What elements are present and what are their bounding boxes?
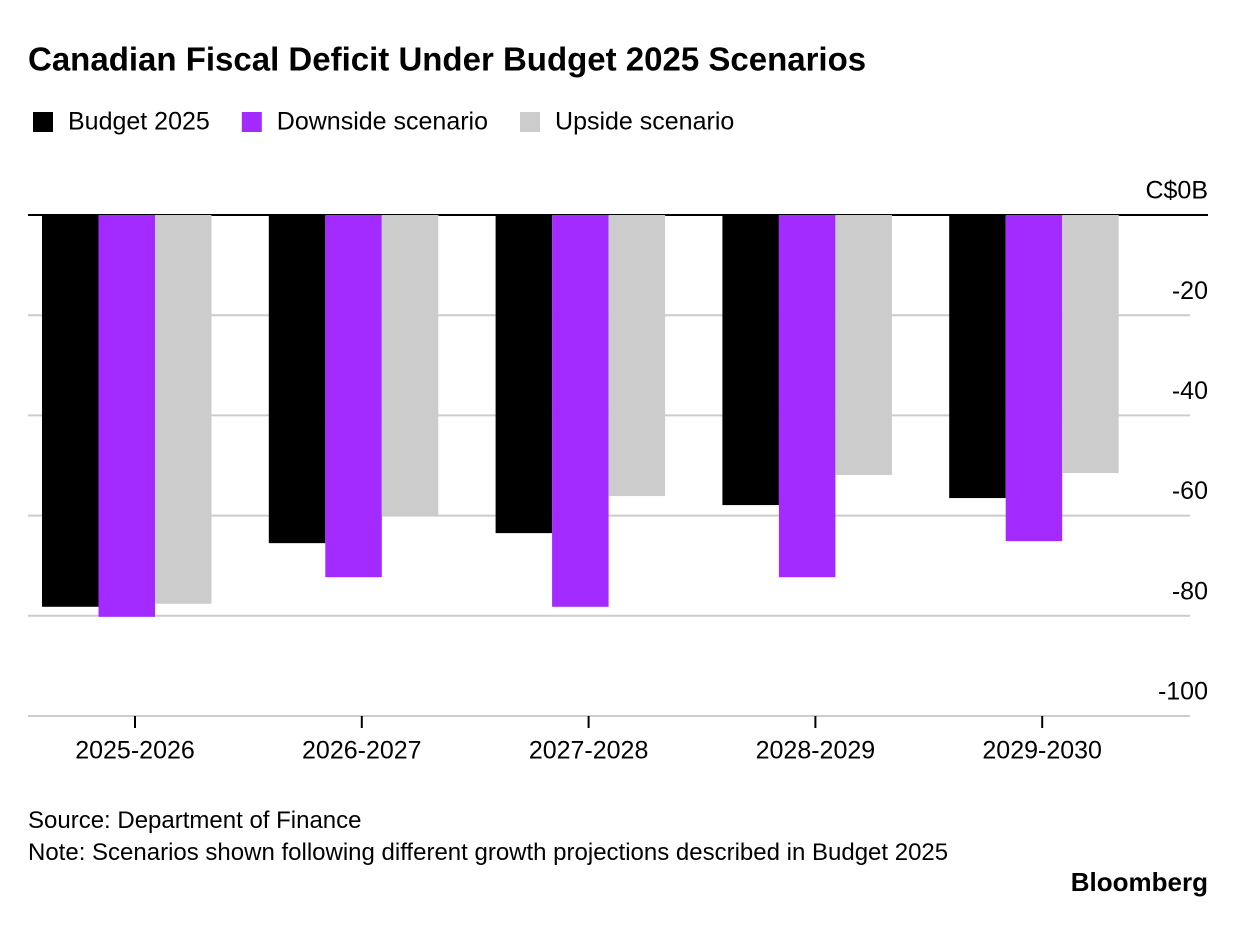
y-tick-label: -20 [1172,277,1208,305]
y-tick-label: C$0B [1145,177,1208,205]
bar [552,215,609,607]
bar [155,215,212,604]
legend-swatch [520,112,541,132]
y-tick-label: -80 [1172,577,1208,605]
bar [268,215,326,544]
y-tick-label: -100 [1158,678,1208,706]
legend-swatch [241,112,262,132]
bar [381,215,439,516]
bar [495,215,553,534]
legend-swatch [33,112,53,132]
bar [608,215,666,497]
bar [325,215,382,578]
brand: Bloomberg [1070,867,1208,897]
source: Source: Department of Finance [28,807,362,834]
x-tick-label: 2027-2028 [529,737,649,765]
bar [42,215,99,607]
x-tick-label: 2026-2027 [302,737,422,765]
legend-label: Upside scenario [555,108,734,136]
x-tick-label: 2025-2026 [75,737,195,765]
legend-label: Downside scenario [277,108,488,136]
legend-label: Budget 2025 [68,108,210,136]
y-tick-label: -40 [1172,377,1208,405]
chart-title: Canadian Fiscal Deficit Under Budget 202… [28,41,866,78]
bar [1062,215,1119,474]
bar [949,215,1006,499]
y-tick-label: -60 [1172,477,1208,505]
chart: Canadian Fiscal Deficit Under Budget 202… [28,41,1208,765]
bar [1005,215,1063,542]
bar [722,215,779,506]
note: Note: Scenarios shown following differen… [28,839,949,866]
bar [98,215,155,617]
bar [835,215,892,476]
x-tick-label: 2029-2030 [982,737,1102,765]
x-tick-label: 2028-2029 [756,737,876,765]
bar [778,215,836,578]
